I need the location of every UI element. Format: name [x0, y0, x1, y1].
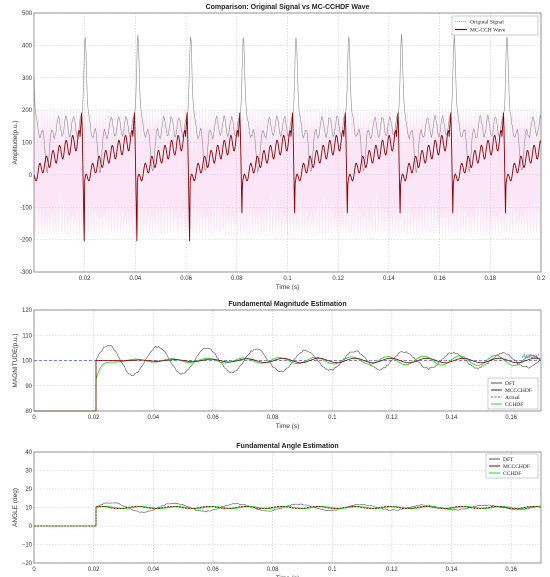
- x-tick-label: 0.1: [328, 415, 337, 421]
- x-tick-label: 0.08: [231, 276, 243, 282]
- plot-frame: [33, 12, 542, 273]
- y-tick-label: −20: [22, 561, 33, 567]
- y-tick-label: 10: [25, 506, 32, 512]
- y-tick-label: 90: [25, 384, 32, 390]
- legend-label: CCHDF: [503, 471, 521, 477]
- y-tick-label: 300: [22, 76, 33, 82]
- plot-frame: [33, 309, 542, 412]
- chart-2: Fundamental Magnitude Estimation 0 0.02 0.0…: [12, 301, 542, 430]
- x-tick-label: 0.14: [446, 415, 458, 421]
- x-tick-label: 0: [32, 415, 36, 421]
- x-tick-label: 0.12: [332, 276, 344, 282]
- x-tick-label: 0.02: [88, 415, 100, 421]
- y-axis-label: MAGNITUDE(p.u.): [12, 333, 19, 387]
- y-tick-labels: 80 90 100 110 120: [22, 308, 33, 415]
- x-tick-label: 0.2: [537, 276, 546, 282]
- chart-title: Fundamental Angle Estimation: [236, 443, 338, 450]
- legend-label: MCCCHDF: [503, 464, 530, 470]
- y-tick-label: −10: [22, 543, 33, 549]
- y-tick-label: 0: [29, 173, 33, 179]
- series-mccchdf: [34, 357, 541, 412]
- y-tick-label: 0: [29, 524, 33, 530]
- legend-label: Original Signal: [470, 20, 504, 26]
- x-tick-label: 0.04: [147, 567, 159, 573]
- series-mccchdf: [34, 506, 541, 527]
- x-tick-label: 0: [32, 567, 36, 573]
- y-tick-label: 30: [25, 469, 32, 475]
- y-tick-label: -300: [20, 270, 33, 276]
- x-axis-label: Time (s): [276, 575, 300, 577]
- y-tick-label: -100: [20, 205, 33, 211]
- x-axis-label: Time (s): [276, 284, 300, 291]
- x-tick-label: 0.02: [88, 567, 100, 573]
- y-tick-label: 120: [22, 308, 33, 314]
- x-tick-label: 0.16: [434, 276, 446, 282]
- x-tick-label: 0.06: [180, 276, 192, 282]
- y-tick-labels: -300 -200 -100 0 100 200 300 400 500: [20, 11, 33, 276]
- chart-1: Comparison: Original Signal vs MC-CCHDF …: [12, 4, 546, 291]
- legend-label: MCCCHDF: [505, 388, 532, 394]
- legend-label: CCHDF: [505, 402, 523, 408]
- y-tick-label: 100: [22, 141, 33, 147]
- y-tick-label: 110: [22, 333, 32, 339]
- x-tick-label: 0.08: [267, 415, 279, 421]
- y-tick-label: 400: [22, 43, 33, 49]
- x-tick-labels: 0.02 0.04 0.06 0.08 0.1 0.12 0.14 0.16 0.18 0.2: [79, 276, 546, 282]
- y-tick-label: 20: [25, 487, 32, 493]
- legend-label: Actual: [505, 395, 520, 401]
- x-tick-label: 0.04: [147, 415, 159, 421]
- x-tick-label: 0.12: [386, 415, 398, 421]
- y-tick-label: 40: [25, 450, 32, 456]
- legend-box: [451, 15, 539, 36]
- x-tick-labels: 0 0.02 0.04 0.06 0.08 0.1 0.12 0.14 0.16: [32, 415, 517, 421]
- y-tick-label: 500: [22, 11, 33, 17]
- y-axis-label: ANGLE (deg): [12, 488, 19, 527]
- x-tick-label: 0.08: [267, 567, 279, 573]
- x-tick-label: 0.14: [383, 276, 395, 282]
- series-original-signal: [33, 33, 541, 174]
- x-tick-label: 0.06: [207, 415, 219, 421]
- legend: Original Signal MC-CCH Wave: [451, 15, 539, 36]
- x-tick-label: 0.06: [207, 567, 219, 573]
- actual-annotation: Actual: [521, 354, 539, 360]
- x-tick-label: 0.04: [130, 276, 142, 282]
- y-tick-label: 200: [22, 108, 33, 114]
- chart-title: Comparison: Original Signal vs MC-CCHDF …: [206, 4, 370, 11]
- x-tick-label: 0.1: [328, 567, 337, 573]
- x-tick-label: 0.02: [79, 276, 91, 282]
- plot-frame: [33, 451, 542, 564]
- x-tick-labels: 0 0.02 0.04 0.06 0.08 0.1 0.12 0.14 0.16: [32, 567, 517, 573]
- x-tick-label: 0.16: [505, 415, 517, 421]
- legend-label: DFT: [503, 457, 514, 463]
- x-tick-label: 0.18: [484, 276, 496, 282]
- y-tick-label: -200: [20, 238, 33, 244]
- x-tick-label: 0.12: [386, 567, 398, 573]
- series-dft: [34, 502, 541, 527]
- x-tick-label: 0.16: [505, 567, 517, 573]
- x-axis-label: Time (s): [276, 423, 300, 430]
- x-tick-label: 0.1: [283, 276, 292, 282]
- y-axis-label: Amplitude(p.u.): [12, 120, 19, 164]
- chart-3: Fundamental Angle Estimation 0 0.02 0.04 0.0…: [12, 443, 542, 577]
- series-mc-cch-wave: [33, 112, 541, 242]
- chart-title: Fundamental Magnitude Estimation: [228, 301, 346, 308]
- x-tick-label: 0.14: [446, 567, 458, 573]
- y-tick-label: 100: [22, 359, 33, 365]
- series-cchdf: [34, 355, 541, 412]
- legend-label: DFT: [505, 381, 516, 387]
- y-tick-label: 80: [25, 409, 32, 415]
- legend-label: MC-CCH Wave: [470, 28, 506, 34]
- y-tick-labels: −20 −10 0 10 20 30 40: [22, 450, 33, 567]
